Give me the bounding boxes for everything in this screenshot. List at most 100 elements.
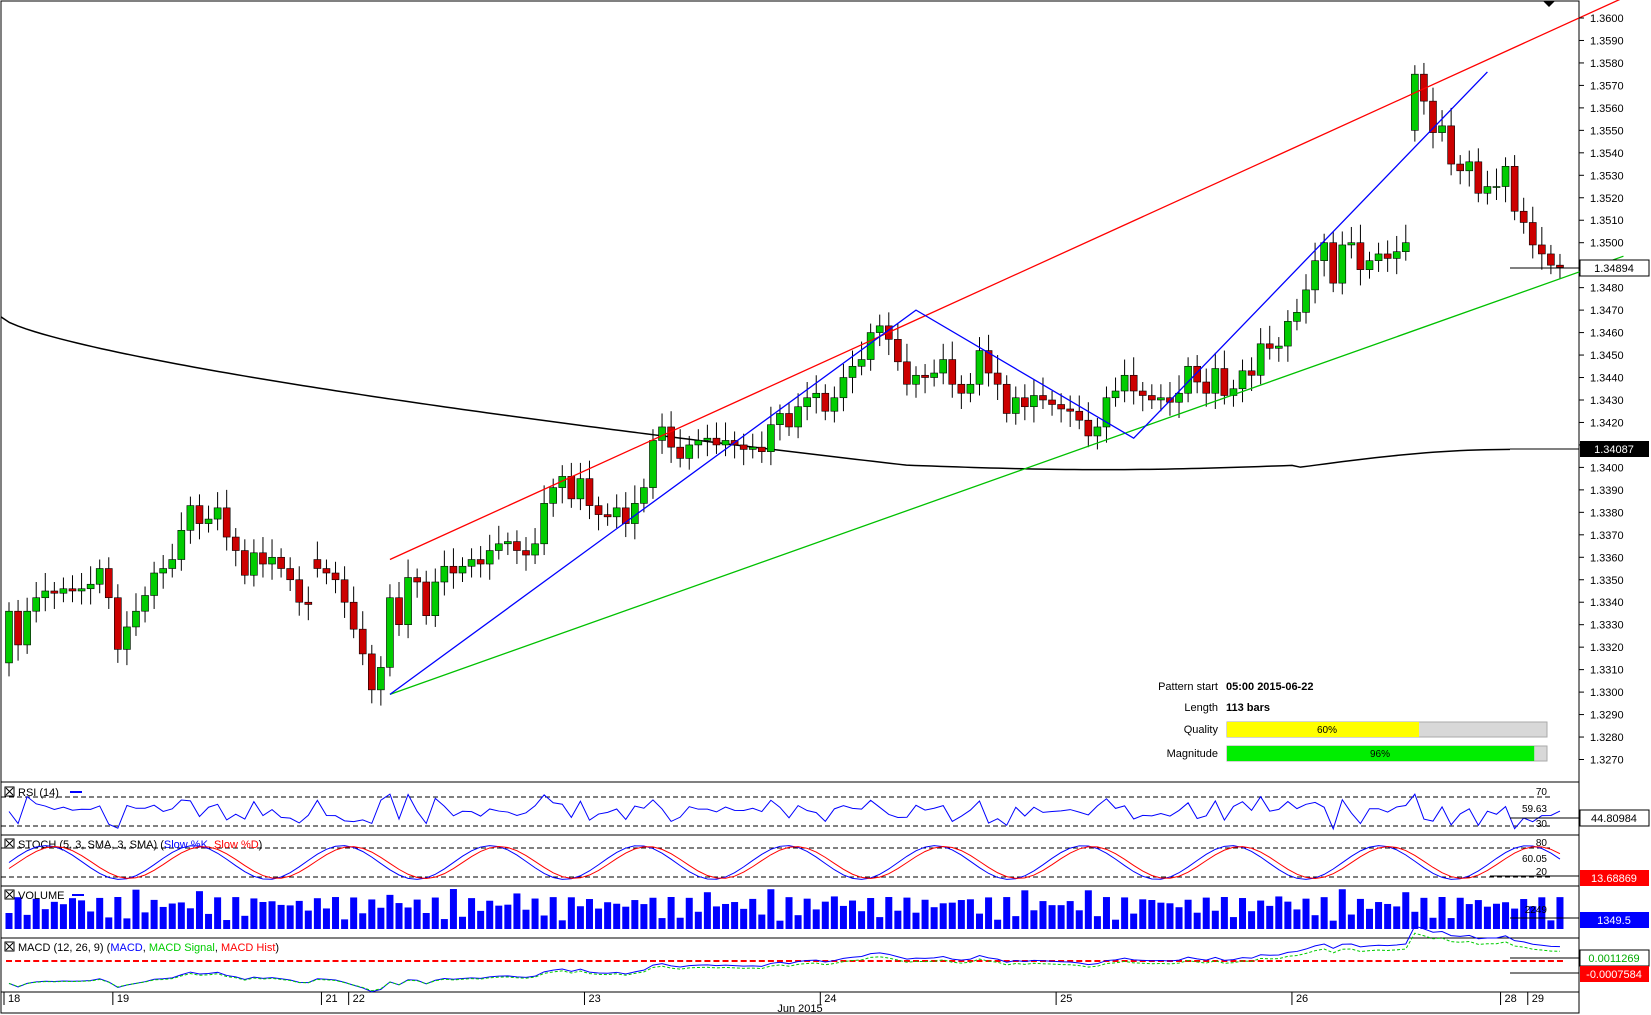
candle-body	[585, 478, 594, 506]
volume-bars-layer	[5, 889, 1564, 929]
macd-hist-bar	[967, 960, 974, 962]
candle-body	[1411, 73, 1419, 131]
y-tick-label: 1.3600	[1590, 13, 1624, 25]
candle-body	[1547, 253, 1555, 266]
candle-body	[23, 610, 31, 646]
candle-body	[1293, 312, 1301, 322]
y-tick-label: 1.3350	[1590, 575, 1624, 587]
candle-body	[485, 550, 494, 565]
candle-body	[1465, 161, 1474, 172]
rsi-panel: RSI (14) 70 59.63 30 44.80984	[1, 786, 1650, 831]
candle-body	[286, 568, 294, 581]
candle-body	[1057, 404, 1065, 410]
candle-body	[1093, 426, 1102, 437]
volume-bar	[975, 913, 983, 929]
volume-bar	[1492, 903, 1500, 929]
volume-bar	[1366, 908, 1373, 929]
volume-bar	[377, 907, 385, 929]
volume-bar	[531, 898, 539, 929]
candle-body	[912, 374, 920, 385]
macd-hist-bar	[60, 960, 67, 962]
macd-hist-bar	[686, 960, 693, 962]
candle-body	[1347, 242, 1356, 246]
candle-body	[694, 440, 703, 446]
macd-hist-bar	[250, 960, 257, 962]
candle-body	[621, 507, 630, 524]
candle-body	[331, 572, 340, 581]
y-tick-label: 1.3330	[1590, 620, 1624, 632]
candle-body	[785, 413, 793, 428]
candle-body	[1329, 242, 1338, 284]
rsi-level-low: 30	[1536, 819, 1548, 830]
volume-bar	[159, 906, 167, 929]
x-tick-label: 19	[117, 993, 129, 1005]
macd-hist-value-badge: -0.0007584	[1586, 969, 1642, 981]
macd-hist-bar	[1466, 960, 1473, 962]
macd-hist-bar	[903, 960, 910, 962]
candle-body	[349, 601, 358, 630]
candle-body	[1356, 242, 1365, 270]
macd-hist-bar	[1411, 960, 1418, 962]
volume-bar	[1375, 902, 1383, 929]
candle-body	[431, 581, 440, 617]
macd-hist-bar	[1448, 960, 1455, 962]
volume-bar	[1393, 906, 1401, 929]
macd-hist-bar	[1348, 960, 1355, 962]
volume-bar	[223, 920, 231, 929]
candle-body	[241, 550, 249, 576]
candle-body	[1556, 264, 1564, 268]
volume-bar	[1175, 907, 1183, 929]
candle-body	[377, 667, 385, 691]
macd-hist-bar	[1212, 960, 1219, 962]
volume-bar	[749, 898, 757, 929]
candle-body	[467, 559, 476, 567]
volume-bar	[1502, 902, 1510, 929]
macd-hist-bar	[386, 960, 393, 962]
volume-bar	[776, 920, 784, 929]
scroll-marker-icon[interactable]	[1543, 1, 1555, 7]
macd-hist-bar	[695, 960, 702, 962]
macd-hist-bar	[813, 960, 820, 962]
x-tick-label: 26	[1296, 993, 1308, 1005]
volume-bar	[150, 899, 158, 929]
macd-hist-bar	[994, 960, 1001, 962]
volume-bar	[649, 897, 657, 929]
x-tick-label: 22	[353, 993, 365, 1005]
y-tick-label: 1.3370	[1590, 530, 1624, 542]
volume-bar	[186, 908, 194, 929]
candle-body	[1247, 370, 1256, 376]
macd-hist-bar	[749, 960, 756, 962]
candle-body	[676, 446, 684, 459]
macd-hist-bar	[1139, 960, 1146, 962]
volume-bar	[585, 899, 593, 929]
candle-body	[1084, 419, 1093, 437]
candle-body	[50, 590, 59, 594]
candle-body	[195, 505, 204, 524]
macd-hist-bar	[6, 960, 12, 962]
volume-bar	[1275, 896, 1283, 929]
volume-bar	[1329, 920, 1337, 929]
rsi-line	[8, 793, 1561, 831]
candle-body	[440, 565, 449, 583]
macd-hist-bar	[858, 960, 865, 962]
macd-hist-bar	[885, 960, 892, 962]
pattern-support-line	[389, 255, 1624, 695]
candle-body	[476, 559, 485, 565]
volume-bar	[985, 897, 993, 929]
y-tick-label: 1.3310	[1590, 665, 1624, 677]
candle-body	[1030, 395, 1038, 408]
macd-hist-bar	[1357, 960, 1364, 962]
volume-bar	[849, 900, 857, 929]
volume-panel: VOLUME 2249 1349.5	[4, 889, 1649, 929]
volume-bar	[513, 893, 521, 929]
macd-hist-bar	[450, 960, 457, 962]
macd-hist-bar	[1266, 960, 1273, 962]
candle-body	[177, 530, 186, 560]
macd-name-label: MACD	[110, 942, 142, 954]
volume-bar	[1048, 905, 1056, 929]
macd-hist-bar	[1257, 960, 1264, 962]
candle-body	[803, 397, 811, 408]
y-tick-label: 1.3380	[1590, 507, 1624, 519]
volume-bar	[1266, 905, 1274, 929]
candle-body	[340, 579, 349, 603]
